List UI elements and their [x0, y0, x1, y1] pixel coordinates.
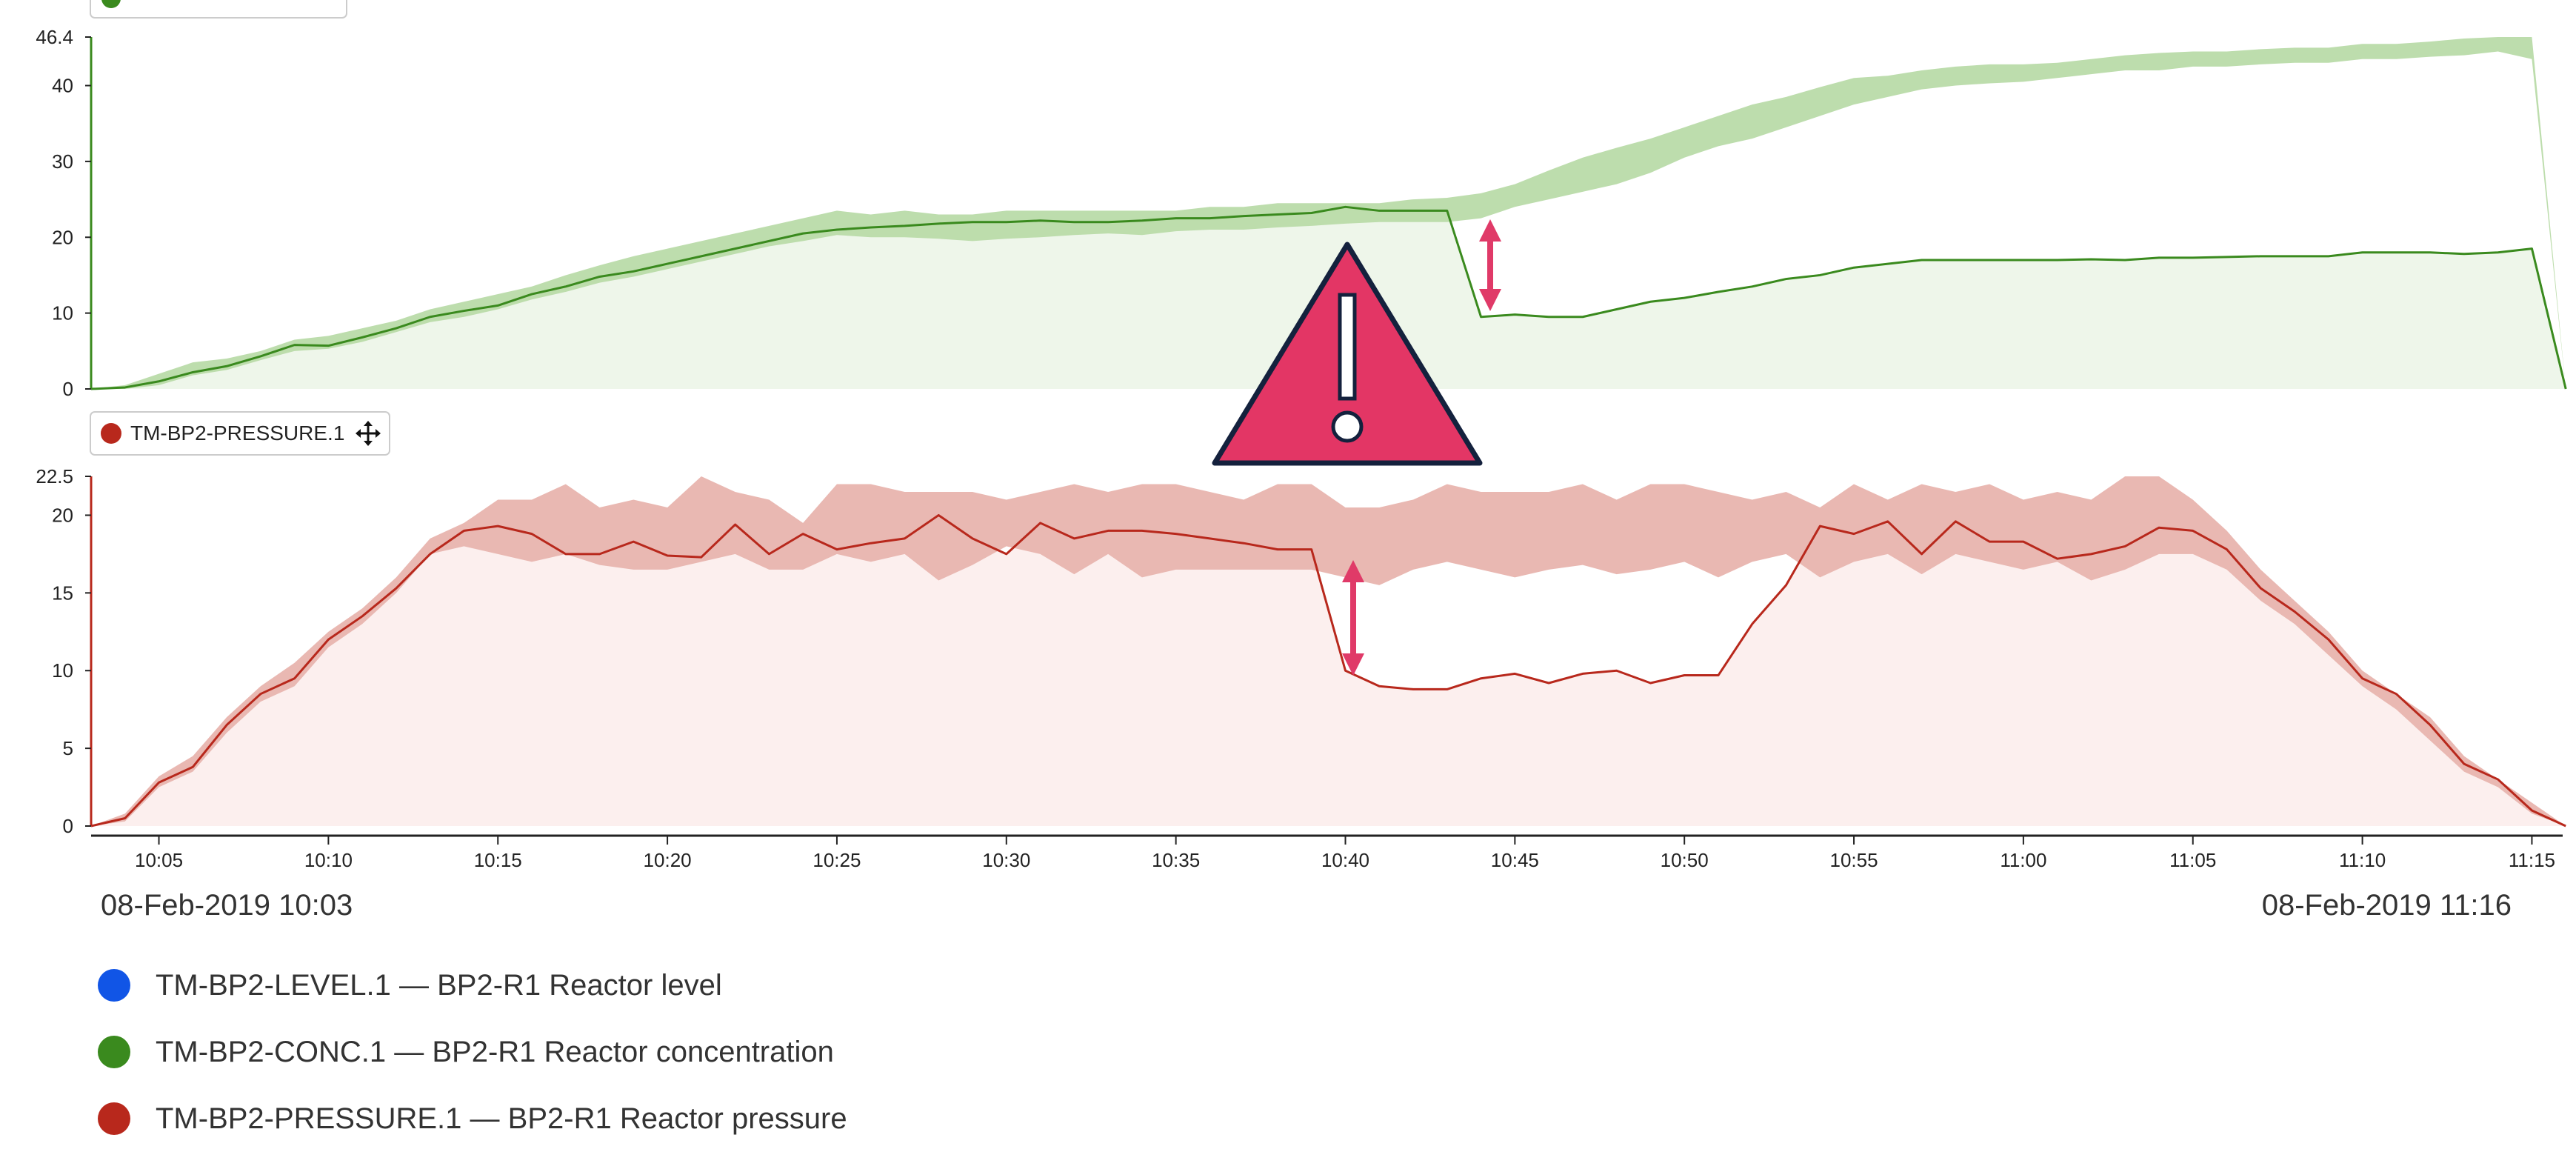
- x-tick-label: 10:10: [304, 849, 353, 871]
- legend-label: TM-BP2-CONC.1 — BP2-R1 Reactor concentra…: [156, 1035, 834, 1068]
- x-tick-label: 11:00: [2000, 849, 2046, 871]
- x-tick-label: 11:15: [2509, 849, 2555, 871]
- concentration-band: [91, 37, 2566, 389]
- pressure-series-line: [90, 513, 2566, 828]
- concentration-dot-icon: [98, 1036, 130, 1068]
- concentration-y-tick-label: 40: [52, 75, 73, 97]
- x-tick-label: 10:20: [644, 849, 692, 871]
- pressure-dot-icon: [98, 1102, 130, 1135]
- legend-label: TM-BP2-PRESSURE.1 — BP2-R1 Reactor press…: [156, 1102, 847, 1135]
- move-icon[interactable]: [356, 421, 381, 446]
- time-axis: 10:05 10:10 10:15 10:20 10:25 10:30 10:35 10:40…: [91, 834, 2563, 871]
- legend-item-concentration[interactable]: TM-BP2-CONC.1 — BP2-R1 Reactor concentra…: [98, 1019, 847, 1085]
- pressure-dot-icon: [101, 423, 121, 444]
- x-tick-label: 10:05: [135, 849, 183, 871]
- legend-item-level[interactable]: TM-BP2-LEVEL.1 — BP2-R1 Reactor level: [98, 952, 847, 1019]
- x-tick-label: 10:40: [1321, 849, 1369, 871]
- concentration-y-tick-label: 10: [52, 302, 73, 324]
- pressure-band: [91, 476, 2566, 826]
- range-start-label: 08-Feb-2019 10:03: [101, 889, 353, 922]
- concentration-series-line: [90, 205, 2567, 390]
- concentration-y-tick-label: 46.4: [36, 26, 73, 48]
- pressure-tag-label: TM-BP2-PRESSURE.1: [130, 422, 344, 445]
- x-tick-label: 10:50: [1661, 849, 1709, 871]
- range-end-label: 08-Feb-2019 11:16: [2261, 889, 2512, 922]
- legend-item-pressure[interactable]: TM-BP2-PRESSURE.1 — BP2-R1 Reactor press…: [98, 1085, 847, 1152]
- pressure-y-tick-label: 20: [52, 504, 73, 526]
- concentration-anomaly-arrow-icon: [1479, 219, 1501, 311]
- concentration-y-tick-label: 0: [63, 378, 73, 400]
- x-tick-label: 10:35: [1152, 849, 1200, 871]
- pressure-y-tick-label: 10: [52, 659, 73, 682]
- concentration-y-tick-label: 20: [52, 226, 73, 248]
- pressure-y-tick-label: 0: [63, 815, 73, 837]
- pressure-y-tick-label: 22.5: [36, 465, 73, 487]
- pressure-anomaly-arrow-icon: [1342, 560, 1364, 676]
- pressure-panel: 0 5 10 15 20 22.5: [36, 465, 2566, 837]
- concentration-tag[interactable]: [90, 0, 347, 19]
- x-tick-label: 10:30: [982, 849, 1030, 871]
- x-tick-label: 10:15: [474, 849, 522, 871]
- x-tick-label: 10:45: [1491, 849, 1539, 871]
- level-dot-icon: [98, 969, 130, 1002]
- x-tick-label: 11:05: [2169, 849, 2216, 871]
- x-tick-label: 10:55: [1830, 849, 1878, 871]
- x-tick-label: 10:25: [812, 849, 861, 871]
- pressure-tag[interactable]: TM-BP2-PRESSURE.1: [90, 411, 390, 456]
- concentration-dot-icon: [101, 0, 121, 8]
- x-tick-label: 11:10: [2339, 849, 2386, 871]
- legend: TM-BP2-LEVEL.1 — BP2-R1 Reactor level TM…: [98, 952, 847, 1152]
- warning-triangle-icon: [1212, 242, 1483, 466]
- pressure-y-tick-label: 15: [52, 582, 73, 604]
- pressure-y-tick-label: 5: [63, 737, 73, 759]
- concentration-y-tick-label: 30: [52, 150, 73, 173]
- pressure-area-fill: [91, 515, 2566, 826]
- legend-label: TM-BP2-LEVEL.1 — BP2-R1 Reactor level: [156, 968, 722, 1002]
